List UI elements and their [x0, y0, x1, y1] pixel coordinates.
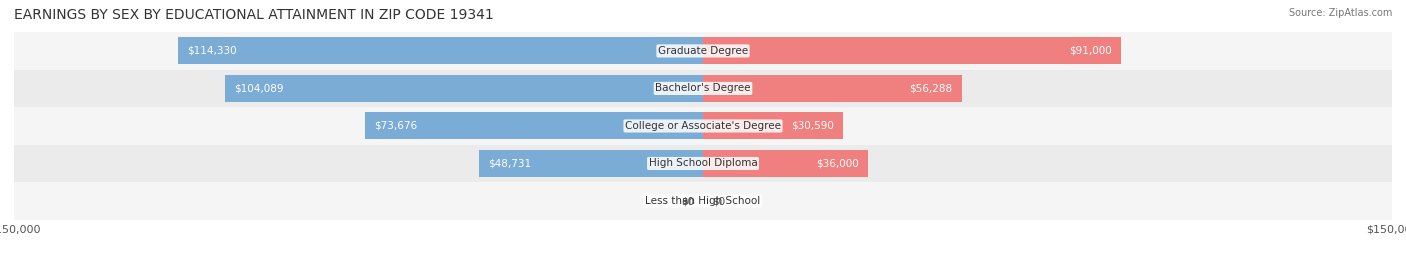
Text: $36,000: $36,000: [817, 158, 859, 169]
Text: $30,590: $30,590: [792, 121, 834, 131]
Bar: [703, 75, 962, 102]
Text: $0: $0: [681, 196, 693, 206]
Bar: [225, 75, 703, 102]
Text: $48,731: $48,731: [488, 158, 531, 169]
Text: $73,676: $73,676: [374, 121, 418, 131]
Bar: [703, 150, 869, 177]
Text: EARNINGS BY SEX BY EDUCATIONAL ATTAINMENT IN ZIP CODE 19341: EARNINGS BY SEX BY EDUCATIONAL ATTAINMEN…: [14, 8, 494, 22]
Bar: [14, 32, 1392, 70]
Text: $0: $0: [713, 196, 725, 206]
Bar: [364, 113, 703, 139]
Bar: [14, 145, 1392, 182]
Bar: [479, 150, 703, 177]
Text: Bachelor's Degree: Bachelor's Degree: [655, 83, 751, 94]
Bar: [14, 182, 1392, 220]
Text: Graduate Degree: Graduate Degree: [658, 46, 748, 56]
Text: $114,330: $114,330: [187, 46, 236, 56]
Text: $56,288: $56,288: [910, 83, 952, 94]
Bar: [179, 38, 703, 64]
Text: $91,000: $91,000: [1069, 46, 1112, 56]
Text: High School Diploma: High School Diploma: [648, 158, 758, 169]
Bar: [14, 70, 1392, 107]
Text: College or Associate's Degree: College or Associate's Degree: [626, 121, 780, 131]
Text: Source: ZipAtlas.com: Source: ZipAtlas.com: [1288, 8, 1392, 18]
Text: $104,089: $104,089: [235, 83, 284, 94]
Bar: [703, 113, 844, 139]
Text: Less than High School: Less than High School: [645, 196, 761, 206]
Bar: [703, 38, 1121, 64]
Bar: [14, 107, 1392, 145]
